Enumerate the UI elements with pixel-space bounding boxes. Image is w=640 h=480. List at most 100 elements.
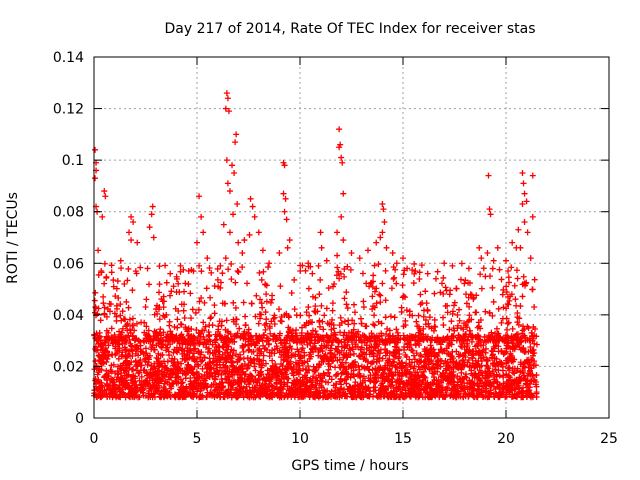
- scatter-point: [347, 352, 354, 359]
- scatter-point: [225, 266, 232, 273]
- notable-point: [379, 200, 386, 207]
- scatter-point: [167, 292, 174, 299]
- notable-point: [95, 247, 102, 254]
- scatter-point: [457, 276, 464, 283]
- scatter-point: [138, 373, 145, 380]
- scatter-point: [440, 314, 447, 321]
- scatter-point: [103, 275, 110, 282]
- scatter-point: [146, 281, 153, 288]
- scatter-point: [517, 303, 524, 310]
- scatter-point: [382, 314, 389, 321]
- scatter-point: [228, 359, 235, 366]
- scatter-point: [388, 285, 395, 292]
- scatter-point: [232, 279, 239, 286]
- notable-point: [198, 213, 205, 220]
- scatter-point: [332, 364, 339, 371]
- scatter-point: [263, 316, 270, 323]
- notable-point: [246, 231, 253, 238]
- notable-point: [381, 219, 388, 226]
- scatter-point: [317, 353, 324, 360]
- notable-point: [177, 262, 184, 269]
- scatter-point: [235, 269, 242, 276]
- scatter-point: [288, 290, 295, 297]
- scatter-point: [198, 358, 205, 365]
- scatter-point: [412, 341, 419, 348]
- notable-point: [400, 255, 406, 262]
- scatter-point: [445, 380, 452, 387]
- scatter-point: [398, 365, 405, 372]
- scatter-point: [100, 300, 107, 307]
- notable-point: [232, 139, 239, 146]
- scatter-point: [151, 346, 158, 353]
- scatter-point: [198, 268, 205, 275]
- scatter-point: [263, 291, 270, 298]
- scatter-point: [171, 323, 178, 330]
- scatter-point: [116, 328, 123, 335]
- notable-point: [239, 249, 246, 256]
- scatter-point: [321, 354, 328, 361]
- notable-point: [200, 229, 207, 236]
- notable-point: [373, 239, 380, 246]
- scatter-point: [96, 367, 103, 374]
- scatter-point: [468, 367, 475, 374]
- scatter-point: [391, 274, 398, 281]
- scatter-point: [312, 303, 319, 310]
- scatter-point: [504, 357, 511, 364]
- scatter-point: [230, 347, 237, 354]
- x-tick-label: 15: [394, 431, 412, 447]
- scatter-point: [256, 269, 263, 276]
- scatter-point: [291, 276, 298, 283]
- scatter-point: [240, 355, 247, 362]
- scatter-point: [377, 292, 384, 299]
- notable-point: [226, 188, 233, 195]
- y-tick-labels: 0 0.02 0.04 0.06 0.08 0.1 0.12 0.14: [53, 50, 84, 427]
- scatter-point: [121, 281, 128, 288]
- notable-point: [224, 95, 231, 102]
- notable-point: [117, 257, 124, 264]
- scatter-point: [269, 357, 276, 364]
- scatter-point: [346, 345, 353, 352]
- scatter-point: [91, 297, 98, 304]
- notable-point: [336, 126, 343, 133]
- scatter-point: [290, 372, 297, 379]
- scatter-point: [480, 265, 487, 272]
- scatter-point: [489, 351, 496, 358]
- scatter-point: [426, 314, 433, 321]
- scatter-point: [203, 285, 210, 292]
- scatter-point: [448, 318, 455, 325]
- notable-point: [364, 247, 371, 254]
- notable-point: [393, 260, 400, 267]
- scatter-point: [344, 305, 351, 312]
- scatter-point: [503, 283, 510, 290]
- scatter-point: [123, 298, 130, 305]
- scatter-point: [138, 362, 145, 369]
- scatter-point: [317, 276, 324, 283]
- scatter-point: [410, 280, 417, 287]
- y-tick-label: 0.04: [53, 308, 84, 324]
- notable-point: [509, 239, 516, 246]
- scatter-point: [181, 315, 188, 322]
- notable-point: [494, 244, 501, 251]
- scatter-point: [521, 349, 528, 356]
- scatter-point: [446, 291, 453, 298]
- notable-point: [226, 229, 233, 236]
- scatter-point: [387, 313, 394, 320]
- scatter-point: [295, 348, 302, 355]
- scatter-point: [369, 366, 376, 373]
- scatter-point: [376, 291, 383, 298]
- scatter-point: [349, 361, 356, 368]
- scatter-point: [101, 280, 108, 287]
- notable-point: [340, 190, 347, 197]
- scatter-point: [477, 271, 484, 278]
- notable-point: [259, 247, 266, 254]
- scatter-point: [132, 350, 139, 357]
- notable-point: [517, 244, 524, 251]
- scatter-point: [412, 394, 419, 401]
- data-points: [91, 90, 540, 401]
- scatter-point: [316, 317, 323, 324]
- scatter-point: [290, 352, 297, 359]
- y-tick-label: 0.06: [53, 256, 84, 272]
- notable-point: [318, 244, 325, 251]
- scatter-point: [118, 351, 125, 358]
- notable-point: [515, 226, 522, 233]
